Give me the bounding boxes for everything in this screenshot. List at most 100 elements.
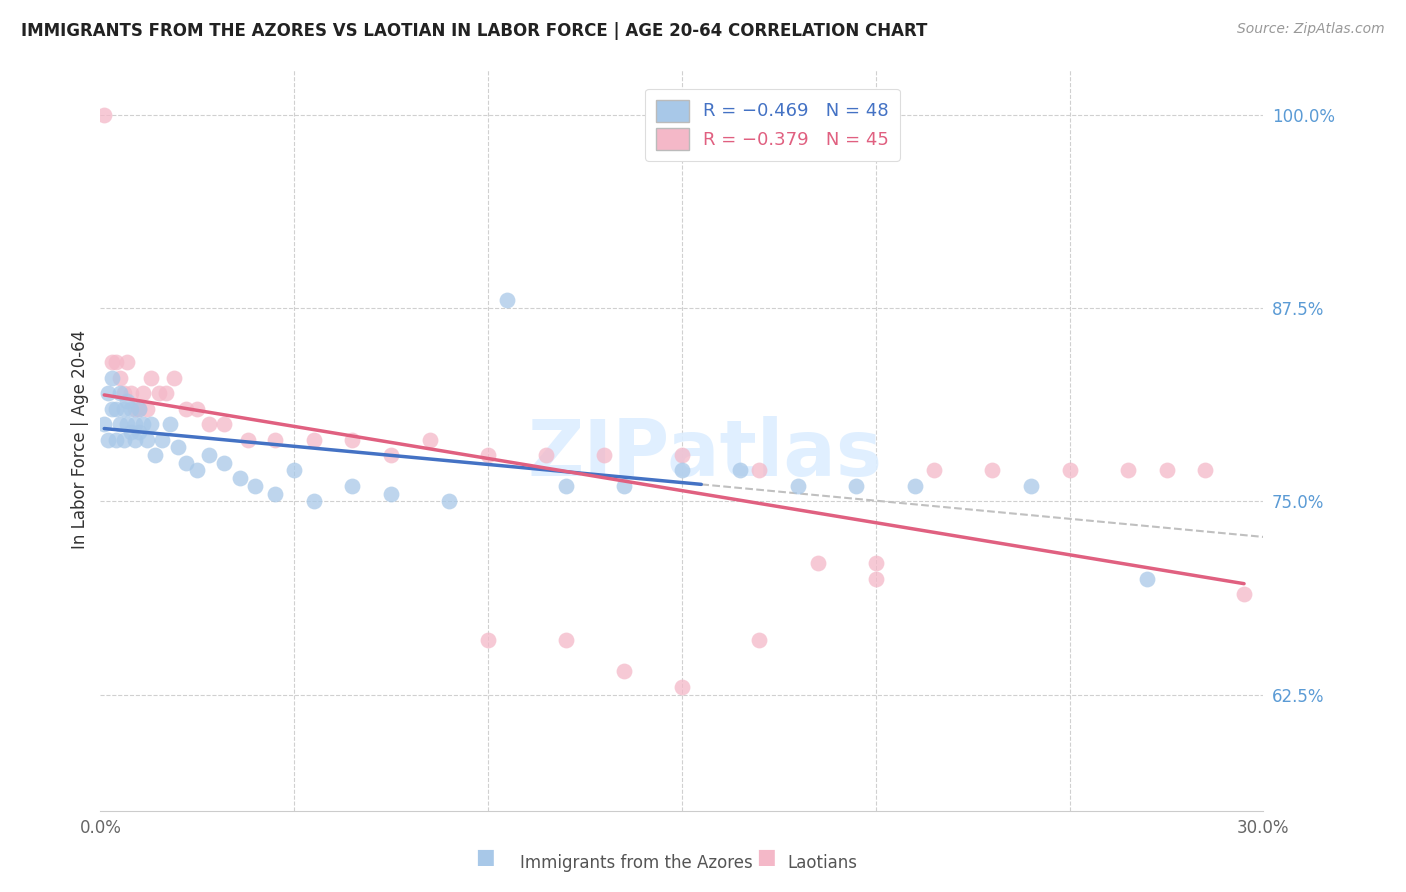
Point xyxy=(120,386,142,401)
Point xyxy=(93,108,115,122)
Point xyxy=(132,386,155,401)
Point xyxy=(865,556,887,570)
Point xyxy=(124,433,146,447)
Y-axis label: In Labor Force | Age 20-64: In Labor Force | Age 20-64 xyxy=(72,330,89,549)
Text: Immigrants from the Azores: Immigrants from the Azores xyxy=(520,855,754,872)
Point xyxy=(120,401,142,416)
Point xyxy=(139,370,162,384)
Point xyxy=(439,494,461,508)
Point xyxy=(148,386,170,401)
Point xyxy=(1136,572,1159,586)
Point xyxy=(554,633,576,648)
Legend: R = −0.469   N = 48, R = −0.379   N = 45: R = −0.469 N = 48, R = −0.379 N = 45 xyxy=(645,88,900,161)
Point xyxy=(135,401,157,416)
Point xyxy=(186,401,208,416)
Point xyxy=(167,440,190,454)
Point xyxy=(728,463,751,477)
Point xyxy=(101,370,124,384)
Point xyxy=(671,463,693,477)
Point xyxy=(302,433,325,447)
Point xyxy=(1233,587,1256,601)
Point xyxy=(806,556,828,570)
Point xyxy=(112,433,135,447)
Point xyxy=(198,417,221,431)
Point xyxy=(283,463,305,477)
Point xyxy=(150,433,173,447)
Point xyxy=(1059,463,1081,477)
Text: ■: ■ xyxy=(475,847,495,867)
Point xyxy=(97,433,120,447)
Point xyxy=(117,355,139,369)
Point xyxy=(101,355,124,369)
Point xyxy=(108,370,131,384)
Point xyxy=(748,463,770,477)
Point xyxy=(117,417,139,431)
Text: Laotians: Laotians xyxy=(787,855,858,872)
Point xyxy=(903,479,925,493)
Point xyxy=(112,401,135,416)
Point xyxy=(108,386,131,401)
Text: ZIPatlas: ZIPatlas xyxy=(527,417,883,492)
Point xyxy=(380,448,402,462)
Point xyxy=(981,463,1004,477)
Point xyxy=(124,417,146,431)
Point xyxy=(342,433,364,447)
Point xyxy=(97,386,120,401)
Point xyxy=(135,433,157,447)
Point xyxy=(186,463,208,477)
Point xyxy=(671,680,693,694)
Point xyxy=(159,417,181,431)
Point xyxy=(613,665,636,679)
Point xyxy=(263,486,285,500)
Point xyxy=(671,448,693,462)
Point xyxy=(865,572,887,586)
Point xyxy=(496,293,519,308)
Point xyxy=(93,417,115,431)
Point xyxy=(534,448,557,462)
Point xyxy=(593,448,616,462)
Point xyxy=(128,401,150,416)
Point xyxy=(477,633,499,648)
Point xyxy=(477,448,499,462)
Point xyxy=(748,633,770,648)
Point xyxy=(1194,463,1216,477)
Point xyxy=(104,401,127,416)
Point xyxy=(174,401,197,416)
Point xyxy=(613,479,636,493)
Point xyxy=(128,401,150,416)
Point xyxy=(104,433,127,447)
Point xyxy=(1019,479,1042,493)
Text: IMMIGRANTS FROM THE AZORES VS LAOTIAN IN LABOR FORCE | AGE 20-64 CORRELATION CHA: IMMIGRANTS FROM THE AZORES VS LAOTIAN IN… xyxy=(21,22,928,40)
Point xyxy=(419,433,441,447)
Point xyxy=(198,448,221,462)
Point xyxy=(117,393,139,408)
Point xyxy=(1116,463,1139,477)
Point xyxy=(120,425,142,439)
Point xyxy=(263,433,285,447)
Point xyxy=(787,479,810,493)
Point xyxy=(245,479,267,493)
Point xyxy=(845,479,868,493)
Point xyxy=(163,370,186,384)
Point xyxy=(174,456,197,470)
Point xyxy=(1156,463,1178,477)
Point xyxy=(922,463,945,477)
Point xyxy=(124,401,146,416)
Point xyxy=(128,425,150,439)
Point xyxy=(342,479,364,493)
Point xyxy=(112,386,135,401)
Point xyxy=(101,401,124,416)
Point xyxy=(214,456,236,470)
Point xyxy=(132,417,155,431)
Point xyxy=(143,448,166,462)
Text: ■: ■ xyxy=(756,847,776,867)
Point xyxy=(229,471,252,485)
Point xyxy=(139,417,162,431)
Point xyxy=(236,433,259,447)
Point xyxy=(214,417,236,431)
Text: Source: ZipAtlas.com: Source: ZipAtlas.com xyxy=(1237,22,1385,37)
Point xyxy=(155,386,177,401)
Point xyxy=(108,417,131,431)
Point xyxy=(380,486,402,500)
Point xyxy=(104,355,127,369)
